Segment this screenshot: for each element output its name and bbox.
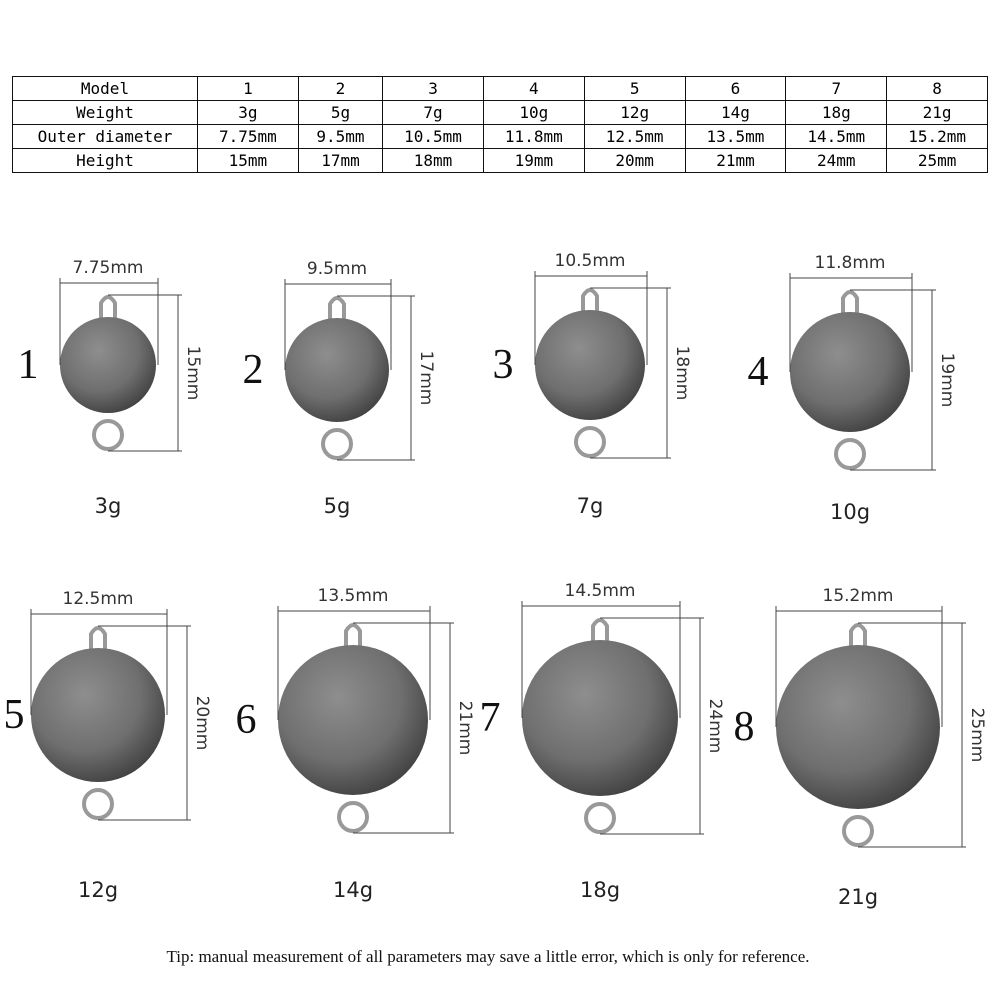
weight-label: 3g xyxy=(95,494,122,518)
sinker-ball xyxy=(790,312,910,432)
tip: Tip: manual measurement of all parameter… xyxy=(166,947,809,966)
height-label: 19mm xyxy=(937,353,957,408)
weight-label: 5g xyxy=(324,494,351,518)
diameter-label: 13.5mm xyxy=(318,586,389,606)
table-cell: 17mm xyxy=(297,148,384,173)
bottom-ring xyxy=(321,428,353,460)
top-loop xyxy=(591,618,609,644)
table-cell: 2 xyxy=(297,76,384,101)
sinker-ball xyxy=(60,317,156,413)
table-cell: 12.5mm xyxy=(583,124,686,149)
model-number: 1 xyxy=(18,342,39,388)
table-cell: Height xyxy=(12,148,198,173)
height-label: 17mm xyxy=(416,351,436,406)
sinker-ball xyxy=(278,645,428,795)
table-row: Height 15mm 17mm 18mm 19mm 20mm 21mm 24mm 25mm xyxy=(12,148,988,173)
height-label: 21mm xyxy=(455,701,475,756)
table-cell: 25mm xyxy=(886,148,988,173)
top-loop xyxy=(99,295,117,321)
table-cell: Model xyxy=(12,76,198,101)
spec-table: Model 1 2 3 4 5 6 7 8 Weight 3g 5g 7g 10g 12g 14g 18g 21g… xyxy=(12,76,988,173)
table-cell: 1 xyxy=(197,76,299,101)
model-number: 2 xyxy=(243,347,264,393)
bottom-ring xyxy=(834,438,866,470)
table-cell: 19mm xyxy=(482,148,585,173)
table-cell: 18g xyxy=(785,100,888,125)
height-label: 25mm xyxy=(967,708,987,763)
bottom-ring xyxy=(337,801,369,833)
height-label: 20mm xyxy=(192,696,212,751)
diameter-label: 7.75mm xyxy=(73,258,144,278)
table-cell: 24mm xyxy=(785,148,888,173)
table-cell: 14g xyxy=(684,100,787,125)
table-cell: 15mm xyxy=(197,148,299,173)
top-loop xyxy=(581,288,599,314)
model-number: 3 xyxy=(493,342,514,388)
sinker-ball xyxy=(31,648,165,782)
top-loop xyxy=(849,623,867,649)
top-loop xyxy=(841,290,859,316)
bottom-ring xyxy=(842,815,874,847)
diameter-label: 12.5mm xyxy=(63,589,134,609)
model-number: 8 xyxy=(734,704,755,750)
sinker-ball xyxy=(522,640,678,796)
sinker-ball xyxy=(776,645,940,809)
weight-label: 21g xyxy=(838,885,878,909)
table-cell: 20mm xyxy=(583,148,686,173)
table-cell: 3g xyxy=(197,100,299,125)
weight-label: 12g xyxy=(78,878,118,902)
table-cell: 9.5mm xyxy=(297,124,384,149)
table-cell: 11.8mm xyxy=(482,124,585,149)
height-label: 24mm xyxy=(705,699,725,754)
table-cell: 4 xyxy=(482,76,585,101)
bottom-ring xyxy=(82,788,114,820)
table-cell: Weight xyxy=(12,100,198,125)
weight-label: 7g xyxy=(577,494,604,518)
diameter-label: 15.2mm xyxy=(823,586,894,606)
model-number: 6 xyxy=(236,697,257,743)
table-cell: 5 xyxy=(583,76,686,101)
weight-label: 18g xyxy=(580,878,620,902)
diameter-label: 11.8mm xyxy=(815,253,886,273)
table-cell: 7g xyxy=(382,100,484,125)
table-cell: 21mm xyxy=(684,148,787,173)
bottom-ring xyxy=(92,419,124,451)
table-cell: 10.5mm xyxy=(382,124,484,149)
table-row: Weight 3g 5g 7g 10g 12g 14g 18g 21g xyxy=(12,100,988,125)
table-cell: 14.5mm xyxy=(785,124,888,149)
top-loop xyxy=(328,296,346,322)
model-number: 7 xyxy=(480,695,501,741)
weight-label: 10g xyxy=(830,500,870,524)
top-loop xyxy=(344,623,362,649)
height-label: 15mm xyxy=(183,346,203,401)
sinker-ball xyxy=(535,310,645,420)
table-cell: 18mm xyxy=(382,148,484,173)
weight-label: 14g xyxy=(333,878,373,902)
bottom-ring xyxy=(584,802,616,834)
top-loop xyxy=(89,626,107,652)
sinker-ball xyxy=(285,318,389,422)
diameter-label: 9.5mm xyxy=(307,259,367,279)
table-row: Model 1 2 3 4 5 6 7 8 xyxy=(12,76,988,101)
diameter-label: 14.5mm xyxy=(565,581,636,601)
model-number: 5 xyxy=(4,692,25,738)
model-number: 4 xyxy=(748,349,769,395)
table-cell: 12g xyxy=(583,100,686,125)
height-label: 18mm xyxy=(672,346,692,401)
table-row: Outer diameter 7.75mm 9.5mm 10.5mm 11.8mm 12.… xyxy=(12,124,988,149)
bottom-ring xyxy=(574,426,606,458)
diameter-label: 10.5mm xyxy=(555,251,626,271)
